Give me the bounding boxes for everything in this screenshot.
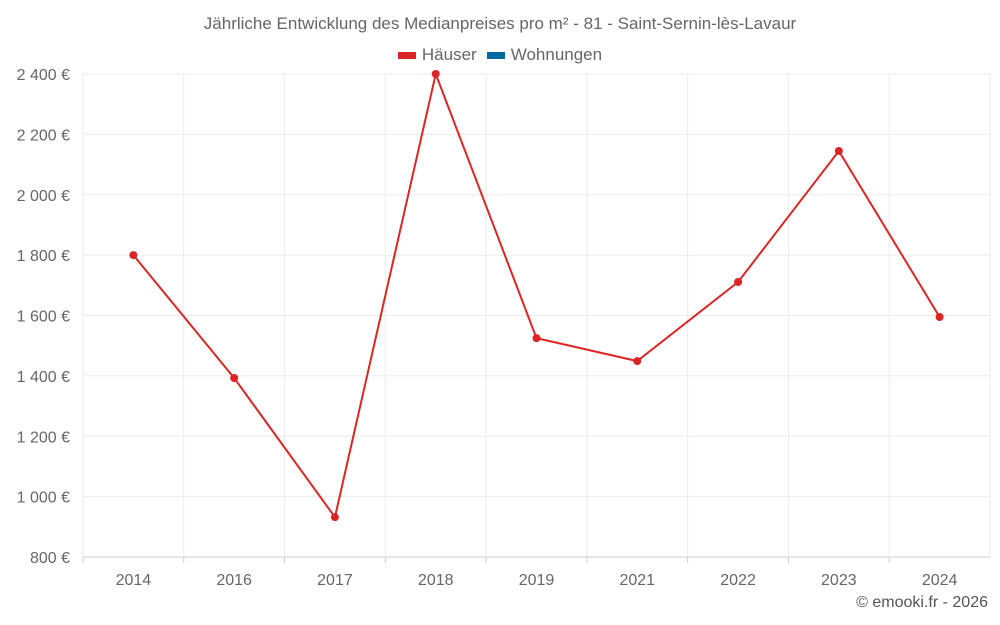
chart-title: Jährliche Entwicklung des Medianpreises … xyxy=(203,14,797,33)
legend-item-wohnungen[interactable]: Wohnungen xyxy=(486,45,603,65)
data-point xyxy=(834,146,843,155)
y-tick-label: 1 400 € xyxy=(17,369,70,386)
legend-item-haeuser[interactable]: Häuser xyxy=(397,45,477,65)
x-tick-label: 2019 xyxy=(519,572,555,589)
y-tick-label: 1 600 € xyxy=(17,309,70,326)
legend-swatch-haeuser xyxy=(397,51,416,59)
x-tick-label: 2016 xyxy=(216,572,252,589)
legend: Häuser Wohnungen xyxy=(0,45,1000,65)
x-tick-label: 2024 xyxy=(922,572,958,589)
data-point xyxy=(633,357,642,366)
legend-label: Wohnungen xyxy=(510,45,603,64)
y-tick-label: 2 200 € xyxy=(17,127,70,144)
legend-label: Häuser xyxy=(421,45,477,64)
legend-swatch-wohnungen xyxy=(486,51,505,59)
y-tick-label: 1 200 € xyxy=(17,429,70,446)
x-tick-label: 2018 xyxy=(418,572,454,589)
credit: © emooki.fr - 2026 xyxy=(856,594,988,611)
x-tick-label: 2022 xyxy=(720,572,756,589)
data-point xyxy=(230,373,239,382)
data-point xyxy=(935,313,944,322)
data-point xyxy=(431,70,440,78)
x-tick-label: 2017 xyxy=(317,572,353,589)
data-point xyxy=(330,513,339,522)
y-tick-label: 1 000 € xyxy=(17,490,70,507)
data-point xyxy=(532,334,541,343)
series-line xyxy=(132,70,941,520)
y-tick-label: 2 000 € xyxy=(17,188,70,205)
data-point xyxy=(734,277,743,286)
y-tick-label: 800 € xyxy=(30,550,70,567)
x-tick-label: 2023 xyxy=(821,572,857,589)
data-point xyxy=(129,251,138,260)
x-tick-label: 2014 xyxy=(116,572,152,589)
y-tick-label: 2 400 € xyxy=(17,67,70,84)
y-tick-label: 1 800 € xyxy=(17,248,70,265)
x-tick-label: 2021 xyxy=(619,572,655,589)
